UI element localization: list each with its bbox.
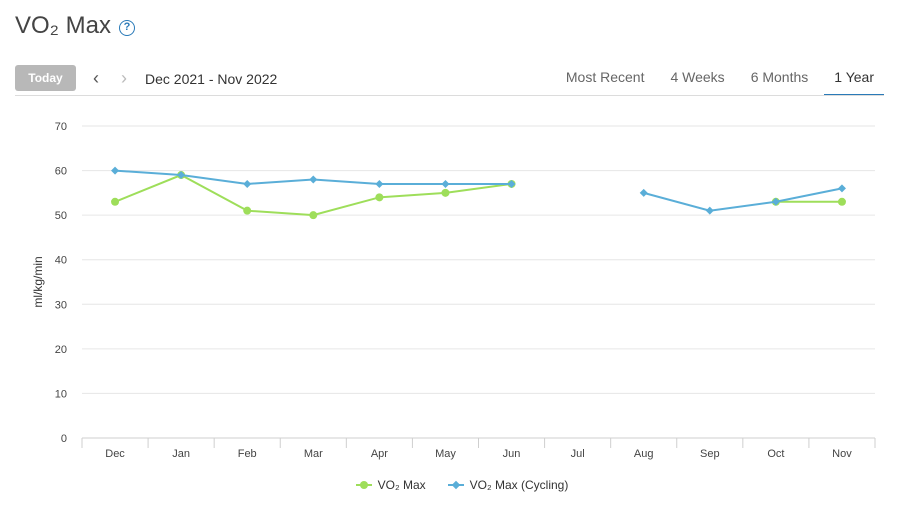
x-tick-label: Dec (105, 448, 125, 460)
tab-6-months[interactable]: 6 Months (750, 69, 809, 85)
data-point-vo2 (111, 197, 120, 206)
y-tick-label: 0 (61, 433, 67, 445)
data-point-cycling (177, 171, 186, 180)
legend-label-vo2: VO₂ Max (377, 478, 426, 492)
legend-label-cycling: VO₂ Max (Cycling) (469, 478, 569, 492)
chevron-right-icon[interactable]: › (121, 67, 127, 88)
vo2-max-chart: 0 10 20 30 40 50 60 70 Dec Jan Feb Mar Apr May Jun Jul A… (31, 121, 876, 460)
y-tick-label: 70 (55, 121, 67, 133)
data-point-vo2 (837, 197, 846, 206)
x-tick-label: Apr (371, 448, 388, 460)
page-title: VO₂ Max ? (15, 12, 135, 40)
data-point-cycling (639, 188, 648, 197)
data-point-cycling (309, 175, 318, 184)
y-tick-label: 30 (55, 299, 67, 311)
x-tick-label: Oct (767, 448, 784, 460)
series-line-cycling (643, 187, 843, 212)
legend-item-vo2[interactable]: VO₂ Max (355, 478, 426, 492)
data-point-cycling (375, 179, 384, 188)
legend-item-cycling[interactable]: VO₂ Max (Cycling) (447, 478, 569, 492)
chevron-left-icon[interactable]: ‹ (93, 67, 99, 88)
y-tick-label: 40 (55, 255, 67, 267)
period-tabs: Most Recent 4 Weeks 6 Months 1 Year (550, 65, 884, 96)
data-point-vo2 (243, 206, 252, 215)
data-point-cycling (441, 179, 450, 188)
tab-4-weeks[interactable]: 4 Weeks (670, 69, 725, 85)
x-tick-label: Mar (304, 448, 323, 460)
data-point-vo2 (375, 193, 384, 202)
legend-swatch-cycling (447, 480, 464, 490)
y-tick-label: 10 (55, 388, 67, 400)
data-point-cycling (705, 206, 714, 215)
x-tick-label: Sep (700, 448, 720, 460)
data-point-cycling (243, 179, 252, 188)
x-tick-label: Feb (238, 448, 257, 460)
help-icon[interactable]: ? (119, 19, 135, 36)
toolbar-divider (15, 95, 884, 96)
data-point-vo2 (309, 211, 318, 220)
data-point-cycling (771, 197, 780, 206)
legend-swatch-vo2 (355, 480, 372, 490)
x-tick-label: Aug (634, 448, 654, 460)
y-axis-label: ml/kg/min (31, 256, 45, 307)
data-point-cycling (507, 179, 516, 188)
x-tick-label: Jul (571, 448, 585, 460)
tab-most-recent[interactable]: Most Recent (565, 69, 645, 85)
today-button[interactable]: Today (15, 65, 76, 91)
toolbar: Today ‹ › Dec 2021 - Nov 2022 Most Recen… (15, 65, 884, 96)
x-tick-label: Nov (832, 448, 852, 460)
date-range-label: Dec 2021 - Nov 2022 (145, 71, 278, 87)
x-tick-label: Jun (503, 448, 521, 460)
page-title-text: VO₂ Max (15, 12, 111, 39)
x-tick-label: Jan (172, 448, 190, 460)
data-point-vo2 (441, 188, 450, 197)
data-point-cycling (837, 184, 846, 193)
y-tick-label: 50 (55, 210, 67, 222)
y-tick-label: 60 (55, 166, 67, 178)
data-point-cycling (111, 166, 120, 175)
chart-legend: VO₂ Max VO₂ Max (Cycling) (0, 478, 924, 492)
x-tick-label: May (435, 448, 456, 460)
y-tick-label: 20 (55, 344, 67, 356)
